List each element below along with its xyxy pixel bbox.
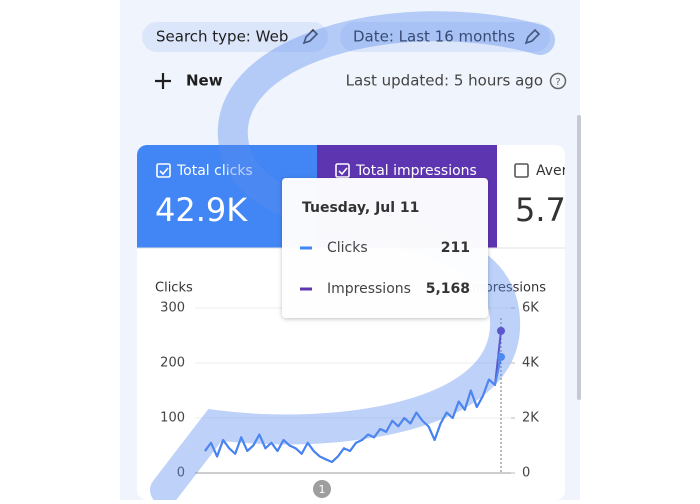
page-number: 1 (319, 483, 326, 496)
metric-value: 5.7 (515, 191, 566, 229)
y2-tick-label: 2K (522, 411, 539, 426)
line (204, 356, 502, 463)
chip-label: Date: Last 16 months (353, 28, 515, 46)
hover-point (497, 326, 505, 335)
tooltip-value: 211 (441, 240, 470, 256)
help-icon[interactable]: ? (549, 72, 567, 90)
y-tick-label: 200 (160, 356, 185, 371)
new-label: New (186, 72, 223, 90)
page-indicator[interactable]: 1 (313, 480, 331, 498)
tooltip-name: Impressions (327, 281, 411, 297)
hover-point (497, 352, 505, 361)
metric-label: Aver (536, 163, 568, 179)
tooltip-date: Tuesday, Jul 11 (302, 200, 419, 216)
filter-chip[interactable]: Search type: Web (142, 22, 328, 52)
metric-label: Total impressions (355, 163, 477, 179)
y2-tick-label: 6K (522, 301, 539, 316)
metric-label: Total clicks (176, 163, 253, 179)
svg-text:?: ? (555, 77, 560, 88)
filter-chip[interactable]: Date: Last 16 months (340, 22, 550, 52)
y-tick-label: 300 (160, 301, 185, 316)
y2-tick-label: 0 (522, 466, 530, 481)
y-tick-label: 100 (160, 411, 185, 426)
y-axis-label: Clicks (155, 281, 193, 296)
y-tick-label: 0 (177, 466, 185, 481)
y2-tick-label: 4K (522, 356, 539, 371)
tooltip-name: Clicks (327, 240, 368, 256)
tooltip-value: 5,168 (426, 281, 470, 297)
metric-value: 42.9K (155, 191, 248, 229)
chip-label: Search type: Web (156, 28, 288, 46)
tooltip: Tuesday, Jul 11 Clicks 211 Impressions 5… (282, 178, 488, 318)
new-button[interactable]: New (155, 72, 223, 90)
metric-tile[interactable] (497, 145, 565, 248)
last-updated: Last updated: 5 hours ago (346, 72, 543, 90)
scrollbar (577, 115, 581, 400)
